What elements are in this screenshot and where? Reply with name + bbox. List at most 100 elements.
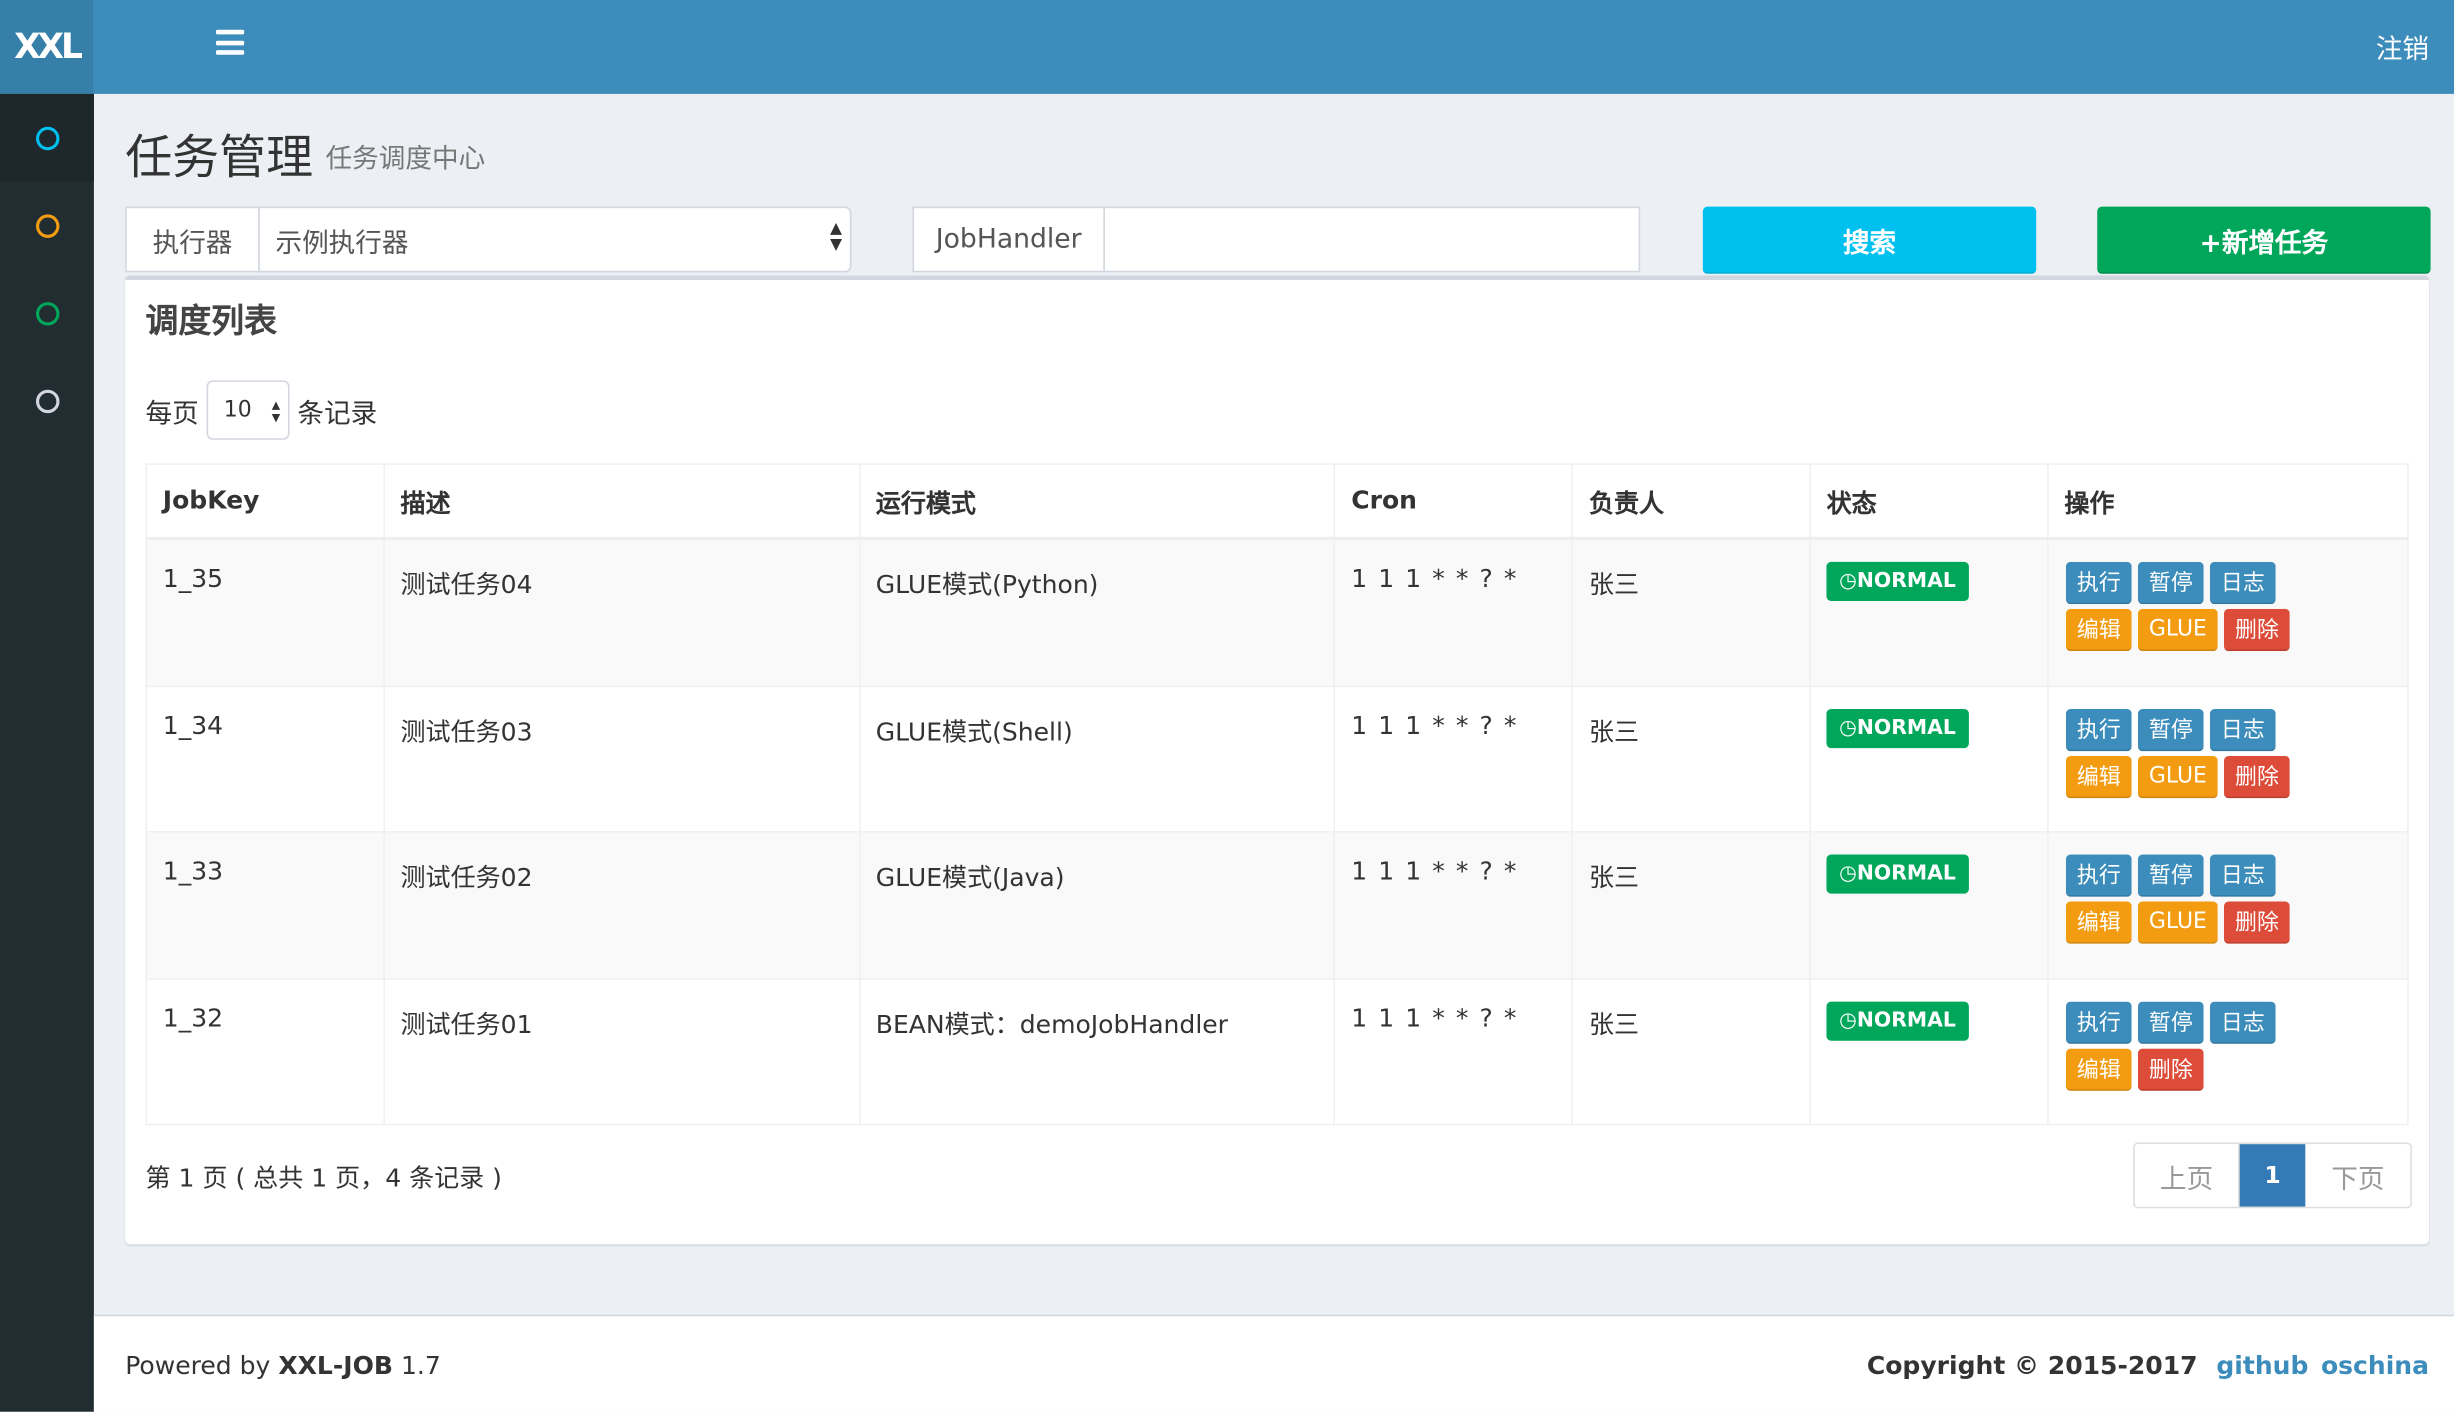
- cell-jobkey: 1_34: [145, 685, 385, 833]
- page-length-select[interactable]: 10 ▲ ▼: [206, 380, 290, 440]
- log-button[interactable]: 日志: [2209, 708, 2276, 752]
- cell-status: ◷NORMAL: [1809, 536, 2049, 688]
- github-link[interactable]: github: [2216, 1350, 2309, 1381]
- version: 1.7: [392, 1350, 441, 1381]
- cell-status: ◷NORMAL: [1809, 831, 2049, 980]
- table-row: 1_35 测试任务04 GLUE模式(Python) 1 1 1 * * ? * 张三 ◷…: [145, 536, 2409, 688]
- sidebar-item-4[interactable]: [0, 357, 94, 445]
- circle-icon: [35, 213, 59, 238]
- log-button[interactable]: 日志: [2209, 1001, 2276, 1044]
- delete-button[interactable]: 删除: [2224, 901, 2290, 944]
- box-title: 调度列表: [145, 302, 278, 340]
- cell-status: ◷NORMAL: [1809, 685, 2049, 833]
- col-status[interactable]: 状态: [1809, 463, 2049, 540]
- delete-button[interactable]: 删除: [2137, 1048, 2204, 1091]
- col-cron[interactable]: Cron: [1334, 463, 1574, 540]
- pause-button[interactable]: 暂停: [2137, 561, 2204, 604]
- prev-page-button[interactable]: 上页: [2134, 1144, 2240, 1207]
- sidebar-item-3[interactable]: [0, 269, 94, 357]
- executor-select[interactable]: 示例执行器 ▲ ▼: [258, 206, 852, 273]
- job-table: JobKey 描述 运行模式 Cron 负责人 状态 操作 1_35 测试任务04…: [145, 463, 2409, 1126]
- delete-button[interactable]: 删除: [2224, 608, 2290, 651]
- trigger-button[interactable]: 执行: [2065, 854, 2132, 897]
- clock-icon: ◷: [1839, 862, 1857, 886]
- trigger-button[interactable]: 执行: [2065, 1001, 2132, 1044]
- delete-button[interactable]: 删除: [2224, 755, 2290, 799]
- status-badge: ◷NORMAL: [1826, 708, 1969, 749]
- cell-ops: 执行 暂停 日志编辑 GLUE 删除: [2047, 685, 2409, 833]
- trigger-button[interactable]: 执行: [2065, 708, 2132, 752]
- circle-icon: [35, 301, 59, 325]
- per-page-suffix: 条记录: [297, 398, 378, 430]
- cell-cron: 1 1 1 * * ? *: [1334, 831, 1574, 980]
- status-text: NORMAL: [1856, 1009, 1956, 1033]
- log-button[interactable]: 日志: [2209, 854, 2276, 897]
- cell-jobkey: 1_33: [145, 831, 385, 980]
- edit-button[interactable]: 编辑: [2065, 755, 2132, 799]
- executor-label: 执行器: [125, 206, 260, 273]
- cell-desc: 测试任务02: [383, 831, 861, 980]
- pause-button[interactable]: 暂停: [2137, 708, 2204, 752]
- col-ops: 操作: [2047, 463, 2409, 540]
- pause-button[interactable]: 暂停: [2137, 1001, 2204, 1044]
- cell-mode: GLUE模式(Java): [858, 831, 1336, 980]
- glue-button[interactable]: GLUE: [2137, 608, 2218, 651]
- table-row: 1_32 测试任务01 BEAN模式：demoJobHandler 1 1 1 * *…: [145, 978, 2409, 1126]
- sidebar: [0, 93, 94, 1412]
- glue-button[interactable]: GLUE: [2137, 755, 2218, 799]
- cell-status: ◷NORMAL: [1809, 978, 2049, 1126]
- cell-ops: 执行 暂停 日志编辑 GLUE 删除: [2047, 536, 2409, 688]
- cell-owner: 张三: [1571, 831, 1811, 980]
- status-text: NORMAL: [1856, 862, 1956, 886]
- col-owner[interactable]: 负责人: [1571, 463, 1811, 540]
- cell-owner: 张三: [1571, 978, 1811, 1126]
- powered-prefix: Powered by: [125, 1350, 279, 1381]
- sidebar-item-1[interactable]: [0, 93, 94, 182]
- logout-link[interactable]: 注销: [2375, 34, 2430, 66]
- executor-select-value: 示例执行器: [275, 227, 409, 260]
- cell-cron: 1 1 1 * * ? *: [1334, 978, 1574, 1126]
- cell-ops: 执行 暂停 日志编辑 GLUE 删除: [2047, 831, 2409, 980]
- log-button[interactable]: 日志: [2209, 561, 2276, 604]
- cell-desc: 测试任务03: [383, 685, 861, 833]
- cell-owner: 张三: [1571, 536, 1811, 688]
- next-page-button[interactable]: 下页: [2305, 1144, 2411, 1207]
- pause-button[interactable]: 暂停: [2137, 854, 2204, 897]
- powered-by: Powered by XXL-JOB 1.7: [125, 1351, 441, 1381]
- product-name: XXL-JOB: [278, 1350, 393, 1381]
- add-job-button[interactable]: +新增任务: [2097, 206, 2431, 274]
- sidebar-item-2[interactable]: [0, 182, 94, 270]
- edit-button[interactable]: 编辑: [2065, 901, 2132, 944]
- edit-button[interactable]: 编辑: [2065, 1048, 2132, 1091]
- oschina-link[interactable]: oschina: [2320, 1350, 2430, 1381]
- copyright: Copyright © 2015-2017 github oschina: [1867, 1351, 2429, 1381]
- clock-icon: ◷: [1839, 568, 1857, 593]
- circle-icon: [35, 388, 59, 413]
- pagination-info: 第 1 页 ( 总共 1 页，4 条记录 ): [145, 1162, 502, 1193]
- clock-icon: ◷: [1839, 1009, 1857, 1033]
- cell-mode: GLUE模式(Python): [858, 536, 1336, 688]
- jobhandler-input[interactable]: [1103, 206, 1641, 273]
- status-text: NORMAL: [1856, 568, 1956, 593]
- select-arrows-icon: ▲ ▼: [271, 399, 281, 425]
- col-desc[interactable]: 描述: [383, 463, 861, 540]
- pagination: 上页 1 下页: [2133, 1142, 2412, 1209]
- page-1-button[interactable]: 1: [2239, 1144, 2306, 1207]
- col-mode[interactable]: 运行模式: [858, 463, 1336, 540]
- copyright-text: Copyright © 2015-2017: [1866, 1350, 2198, 1381]
- col-jobkey[interactable]: JobKey: [145, 463, 385, 540]
- cell-cron: 1 1 1 * * ? *: [1334, 536, 1574, 688]
- logo[interactable]: XXL: [0, 0, 94, 94]
- trigger-button[interactable]: 执行: [2065, 561, 2132, 604]
- cell-owner: 张三: [1571, 685, 1811, 833]
- search-button[interactable]: 搜索: [1702, 206, 2037, 274]
- glue-button[interactable]: GLUE: [2137, 901, 2218, 944]
- page-title: 任务管理: [125, 131, 314, 187]
- top-navbar: 注销: [93, 0, 2454, 94]
- hamburger-menu-icon[interactable]: [215, 29, 245, 55]
- table-header-row: JobKey 描述 运行模式 Cron 负责人 状态 操作: [145, 463, 2409, 540]
- status-badge: ◷NORMAL: [1826, 1001, 1969, 1041]
- page-subtitle: 任务调度中心: [325, 143, 486, 176]
- edit-button[interactable]: 编辑: [2065, 608, 2132, 651]
- footer: Powered by XXL-JOB 1.7 Copyright © 2015-…: [93, 1314, 2454, 1412]
